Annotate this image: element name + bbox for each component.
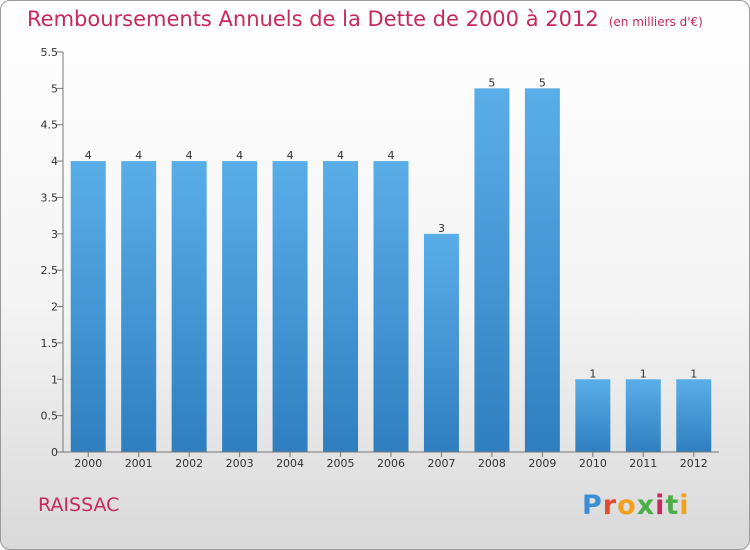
- x-tick-label: 2004: [276, 457, 304, 470]
- y-tick-label: 1.5: [41, 337, 59, 350]
- bar-2007: [423, 233, 459, 452]
- data-label: 1: [640, 367, 647, 380]
- unit-label: (en milliers d'€): [608, 15, 703, 29]
- y-tick-label: 2.5: [41, 264, 59, 277]
- y-tick-label: 0: [51, 446, 58, 459]
- data-label: 1: [690, 367, 697, 380]
- x-tick-label: 2012: [680, 457, 708, 470]
- x-tick-label: 2011: [629, 457, 657, 470]
- bar-2004: [272, 161, 308, 452]
- y-tick-label: 3: [51, 228, 58, 241]
- data-label: 3: [438, 222, 445, 235]
- y-tick-label: 0.5: [41, 410, 59, 423]
- x-tick-label: 2009: [528, 457, 556, 470]
- chart-title: Remboursements Annuels de la Dette de 20…: [27, 7, 703, 31]
- data-label: 5: [488, 76, 495, 89]
- y-axis: 0 0.5 1 1.5 2 2.5 3 3.5 4 4.5 5 5.5: [41, 46, 64, 459]
- x-tick-label: 2001: [125, 457, 153, 470]
- y-tick-label: 4.5: [41, 119, 59, 132]
- y-tick-label: 5.5: [41, 46, 59, 59]
- data-label: 1: [589, 367, 596, 380]
- bar-2008: [474, 88, 510, 452]
- bar-2009: [524, 88, 560, 452]
- data-label: 4: [236, 149, 243, 162]
- y-tick-label: 1: [51, 373, 58, 386]
- bar-2012: [676, 379, 712, 452]
- title-text: Remboursements Annuels de la Dette de 20…: [27, 7, 599, 31]
- y-tick-label: 4: [51, 155, 58, 168]
- y-tick-label: 2: [51, 301, 58, 314]
- data-label: 4: [186, 149, 193, 162]
- bar-2010: [575, 379, 611, 452]
- x-tick-label: 2002: [175, 457, 203, 470]
- bar-2011: [625, 379, 661, 452]
- data-label: 4: [135, 149, 142, 162]
- bar-2000: [70, 161, 106, 452]
- bar-2005: [323, 161, 359, 452]
- data-label: 5: [539, 76, 546, 89]
- bars: 4 4 4 4 4 4 4 3 5 5 1 1 1: [70, 76, 712, 452]
- bar-2003: [222, 161, 258, 452]
- proxiti-logo[interactable]: Proxiti: [582, 490, 690, 521]
- x-tick-label: 2010: [579, 457, 607, 470]
- x-tick-label: 2008: [478, 457, 506, 470]
- data-label: 4: [85, 149, 92, 162]
- x-tick-label: 2003: [226, 457, 254, 470]
- x-tick-label: 2000: [74, 457, 102, 470]
- bar-2006: [373, 161, 409, 452]
- data-label: 4: [287, 149, 294, 162]
- bar-2001: [121, 161, 157, 452]
- x-axis: 2000 2001 2002 2003 2004 2005 2006 2007 2008 2009…: [63, 451, 719, 470]
- city-name: RAISSAC: [38, 494, 120, 516]
- bar-2002: [171, 161, 207, 452]
- x-tick-label: 2005: [327, 457, 355, 470]
- data-label: 4: [388, 149, 395, 162]
- x-tick-label: 2007: [427, 457, 455, 470]
- data-label: 4: [337, 149, 344, 162]
- x-tick-label: 2006: [377, 457, 405, 470]
- y-tick-label: 3.5: [41, 191, 59, 204]
- y-tick-label: 5: [51, 82, 58, 95]
